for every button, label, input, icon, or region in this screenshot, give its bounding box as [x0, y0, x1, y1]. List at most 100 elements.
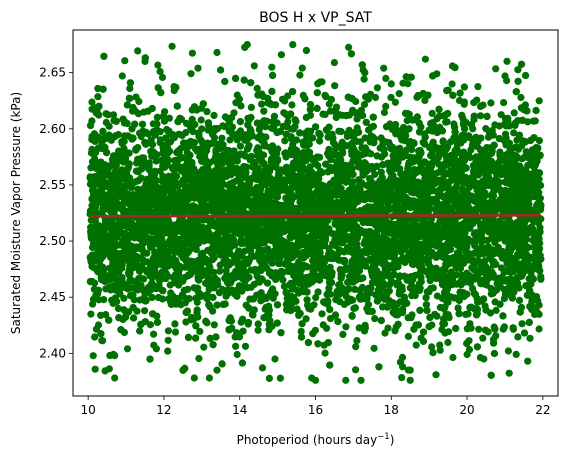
- data-point: [154, 61, 162, 69]
- data-point: [348, 311, 356, 320]
- data-point: [412, 341, 420, 349]
- data-point: [132, 93, 140, 101]
- data-point: [228, 123, 237, 131]
- data-point: [265, 374, 273, 382]
- data-point: [502, 134, 510, 142]
- data-point: [352, 366, 360, 374]
- data-point: [481, 326, 489, 334]
- data-point: [94, 93, 102, 101]
- data-point: [133, 159, 141, 167]
- data-point: [466, 153, 474, 162]
- data-point: [281, 137, 289, 145]
- data-point: [197, 116, 205, 124]
- data-point: [204, 272, 212, 280]
- data-point: [492, 65, 500, 73]
- data-point: [268, 259, 276, 267]
- data-point: [293, 147, 301, 155]
- data-point: [121, 57, 129, 65]
- data-point: [108, 216, 116, 224]
- data-point: [141, 307, 149, 315]
- scatter-points: [86, 41, 545, 384]
- data-point: [312, 294, 320, 302]
- data-point: [232, 342, 240, 350]
- data-point: [87, 310, 95, 318]
- data-point: [195, 354, 203, 363]
- data-point: [309, 134, 317, 142]
- data-point: [518, 155, 526, 163]
- data-point: [371, 170, 379, 178]
- data-point: [260, 107, 268, 115]
- data-point: [241, 342, 250, 350]
- data-point: [526, 334, 534, 342]
- data-point: [391, 327, 399, 335]
- data-point: [91, 365, 99, 373]
- data-point: [226, 136, 234, 144]
- data-point: [421, 96, 429, 104]
- data-point: [123, 345, 132, 353]
- data-point: [298, 64, 306, 72]
- data-point: [254, 326, 262, 334]
- data-point: [339, 330, 347, 338]
- data-point: [136, 296, 144, 304]
- data-point: [430, 121, 438, 129]
- data-point: [277, 267, 285, 275]
- data-point: [382, 74, 390, 82]
- data-point: [184, 285, 192, 293]
- data-point: [428, 343, 436, 351]
- data-point: [122, 313, 130, 321]
- data-point: [152, 157, 160, 165]
- data-point: [164, 336, 172, 344]
- data-point: [512, 350, 520, 358]
- data-point: [88, 98, 96, 106]
- data-point: [233, 350, 241, 359]
- data-point: [318, 310, 326, 318]
- data-point: [460, 98, 468, 106]
- data-point: [171, 328, 180, 336]
- data-point: [276, 374, 284, 382]
- data-point: [403, 117, 411, 125]
- data-point: [535, 137, 544, 145]
- data-point: [247, 103, 255, 111]
- data-point: [353, 337, 361, 345]
- data-point: [209, 293, 217, 302]
- data-point: [306, 111, 315, 119]
- data-point: [371, 315, 379, 323]
- data-point: [109, 111, 118, 119]
- data-point: [512, 143, 520, 152]
- data-point: [158, 73, 167, 81]
- data-point: [475, 325, 483, 333]
- data-point: [187, 70, 195, 78]
- data-point: [500, 323, 508, 331]
- data-point: [121, 132, 129, 140]
- data-point: [476, 353, 484, 362]
- data-point: [188, 115, 196, 123]
- data-point: [422, 294, 430, 302]
- data-point: [134, 47, 142, 55]
- data-point: [260, 151, 268, 159]
- data-point: [321, 349, 329, 357]
- data-point: [114, 304, 122, 313]
- data-point: [404, 332, 412, 340]
- data-point: [281, 149, 289, 157]
- data-point: [371, 93, 380, 102]
- data-point: [355, 324, 363, 332]
- data-point: [151, 131, 159, 139]
- data-point: [345, 43, 353, 51]
- data-point: [298, 320, 306, 328]
- data-point: [474, 83, 482, 91]
- data-point: [288, 135, 296, 143]
- data-point: [479, 334, 487, 342]
- data-point: [129, 134, 137, 142]
- data-point: [342, 323, 350, 331]
- data-point: [269, 294, 277, 302]
- data-point: [450, 134, 458, 142]
- data-point: [302, 315, 310, 323]
- chart-title: BOS H x VP_SAT: [259, 10, 372, 26]
- data-point: [395, 90, 403, 98]
- data-point: [239, 327, 247, 335]
- data-point: [510, 109, 518, 117]
- data-point: [326, 315, 335, 323]
- data-point: [373, 152, 381, 160]
- data-point: [210, 321, 218, 329]
